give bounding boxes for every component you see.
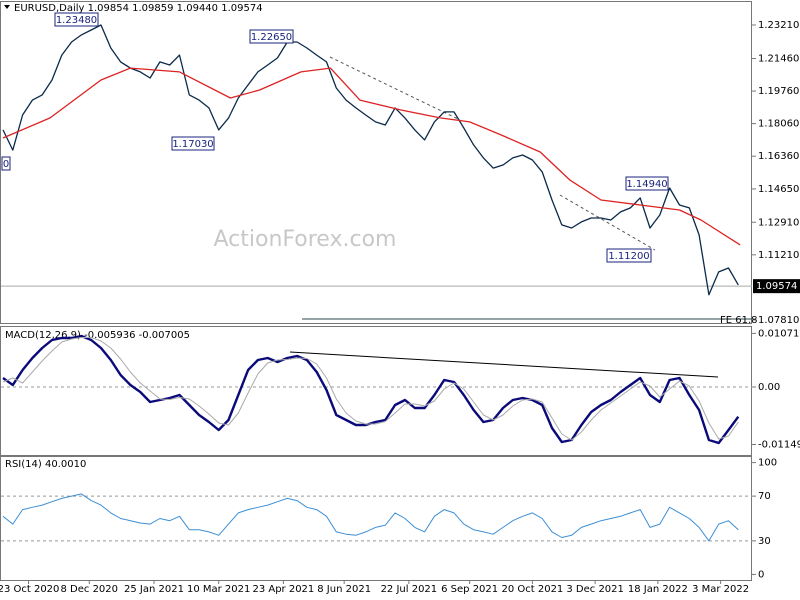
x-tick-label: 20 Oct 2021 <box>501 584 563 595</box>
y-tick-label: 0 <box>758 569 764 580</box>
annotation: 1.23480 <box>56 15 97 26</box>
y-tick-label: 0.010719 <box>758 328 800 339</box>
trend-line <box>329 56 461 121</box>
last-price-box <box>753 279 800 294</box>
series-line <box>2 337 739 441</box>
annotation-box <box>171 136 215 151</box>
y-tick-label: 1.07810 <box>758 315 799 326</box>
last-price-label: 1.09574 <box>756 281 797 292</box>
annotation-box <box>1 156 11 171</box>
y-tick-label: 1.16360 <box>758 151 799 162</box>
annotation: 0 <box>3 159 9 170</box>
macd-panel <box>0 326 752 456</box>
x-tick-label: 3 Dec 2021 <box>566 584 624 595</box>
annotation: 1.17030 <box>172 139 213 150</box>
price-panel <box>0 1 752 324</box>
x-tick-label: 10 Mar 2021 <box>187 584 250 595</box>
annotation: 1.11200 <box>608 251 649 262</box>
macd-trend-line <box>289 351 719 378</box>
annotation: 1.14940 <box>626 179 667 190</box>
rsi-panel <box>0 456 752 581</box>
x-tick-label: 8 Dec 2020 <box>61 584 119 595</box>
annotation: 1.22650 <box>251 32 292 43</box>
y-tick-label: 1.23210 <box>758 20 799 31</box>
trend-line <box>559 194 656 251</box>
series-line <box>2 67 741 246</box>
x-tick-label: 23 Apr 2021 <box>252 584 314 595</box>
y-tick-label: 1.11210 <box>758 250 799 261</box>
y-tick-label: 0.00 <box>758 382 780 393</box>
x-tick-label: 25 Jan 2021 <box>124 584 184 595</box>
macd-title: MACD(12,26,9) -0.005936 -0.007005 <box>5 330 190 341</box>
annotation: FE 61.8 <box>720 315 758 326</box>
y-tick-label: 100 <box>758 458 777 469</box>
y-tick-label: 1.12910 <box>758 217 799 228</box>
annotation-box <box>625 176 669 191</box>
x-tick-label: 6 Sep 2021 <box>441 584 498 595</box>
y-tick-label: 1.19760 <box>758 86 799 97</box>
annotation-box <box>249 29 294 44</box>
x-tick-label: 23 Oct 2020 <box>0 584 59 595</box>
y-tick-label: -0.011499 <box>758 439 800 450</box>
y-tick-label: 1.14650 <box>758 184 799 195</box>
series-line <box>2 493 739 542</box>
y-tick-label: 1.18060 <box>758 119 799 130</box>
x-tick-label: 18 Jan 2022 <box>628 584 688 595</box>
annotation-box <box>606 248 652 263</box>
y-tick-label: 1.21460 <box>758 54 799 65</box>
x-tick-label: 8 Jun 2021 <box>317 584 371 595</box>
x-tick-label: 22 Jul 2021 <box>381 584 438 595</box>
annotation-box <box>54 12 99 27</box>
x-tick-label: 3 Mar 2022 <box>692 584 749 595</box>
rsi-title: RSI(14) 40.0010 <box>5 459 86 470</box>
y-tick-label: 70 <box>758 491 771 502</box>
menu-icon <box>4 5 10 9</box>
chart-title: EURUSD,Daily 1.09854 1.09859 1.09440 1.0… <box>14 3 263 14</box>
series-line <box>2 24 739 296</box>
y-tick-label: 30 <box>758 536 771 547</box>
watermark: ActionForex.com <box>214 227 397 252</box>
